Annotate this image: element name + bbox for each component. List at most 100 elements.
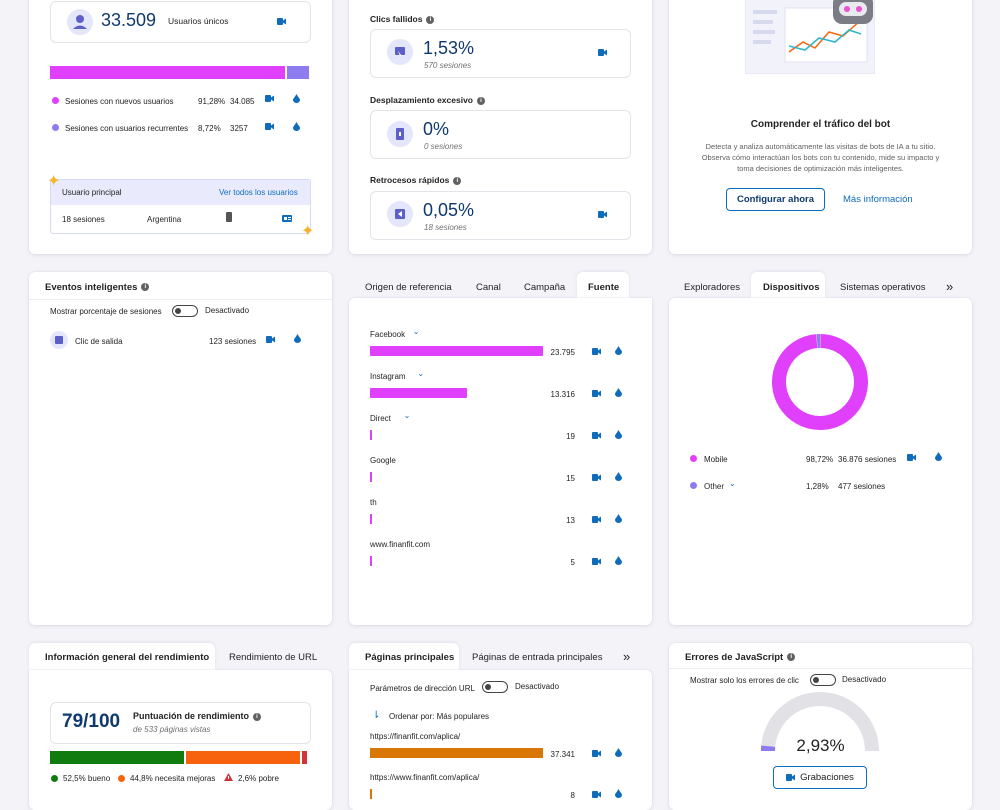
more-info-link[interactable]: Más información [843, 194, 913, 205]
configure-now-button[interactable]: Configurar ahora [726, 188, 825, 211]
click-errors-toggle[interactable] [810, 674, 836, 686]
chevron-down-icon[interactable]: ⌄ [413, 327, 420, 336]
legend-dot-returning [52, 124, 59, 131]
referrer-bar [370, 430, 372, 440]
page-bar [370, 789, 372, 799]
view-all-users-link[interactable]: Ver todos los usuarios [219, 188, 298, 197]
tab-source[interactable]: Fuente [588, 282, 619, 293]
click-errors-toggle-state: Desactivado [842, 675, 886, 684]
excessive-scroll-title: Desplazamiento excesivo i [370, 95, 485, 105]
robot-icon [829, 0, 877, 34]
tab-devices[interactable]: Dispositivos [763, 282, 820, 293]
session-pct-toggle[interactable] [172, 305, 198, 317]
recordings-icon[interactable] [266, 336, 275, 343]
smart-events-title-text: Eventos inteligentes [45, 282, 137, 293]
tab-channel[interactable]: Canal [476, 282, 501, 293]
referrer-value: 5 [570, 558, 575, 567]
legend-dot-mobile [690, 455, 697, 462]
recordings-button[interactable]: Grabaciones [773, 766, 867, 789]
chevron-down-icon[interactable]: ⌄ [417, 369, 424, 378]
recordings-button-label: Grabaciones [800, 772, 854, 783]
bot-title: Comprender el tráfico del bot [669, 119, 972, 130]
new-users-pct: 91,28% [198, 97, 225, 106]
legend-dot-new [52, 97, 59, 104]
referrer-label: Facebook [370, 330, 405, 339]
js-errors-title-text: Errores de JavaScript [685, 652, 783, 663]
heatmap-icon[interactable] [615, 748, 622, 757]
recordings-icon[interactable] [265, 123, 274, 130]
info-icon[interactable]: i [141, 283, 149, 291]
id-card-icon[interactable] [282, 214, 292, 224]
tab-url-performance[interactable]: Rendimiento de URL [229, 652, 317, 663]
excessive-scroll-title-text: Desplazamiento excesivo [370, 95, 473, 105]
user-icon [67, 9, 93, 35]
failed-click-icon [387, 39, 413, 65]
referrer-bar [370, 388, 467, 398]
more-tabs-button[interactable]: » [623, 649, 630, 664]
recordings-icon[interactable] [592, 791, 601, 798]
tab-performance-overview[interactable]: Información general del rendimiento [45, 652, 209, 663]
recordings-icon[interactable] [277, 18, 286, 25]
heatmap-icon[interactable] [615, 388, 622, 397]
heatmap-icon[interactable] [615, 556, 622, 565]
smart-events-title: Eventos inteligentes i [45, 282, 149, 293]
tab-top-entry-pages[interactable]: Páginas de entrada principales [472, 652, 602, 663]
recordings-icon[interactable] [592, 390, 601, 397]
referrer-bar [370, 556, 372, 566]
tab-referrer-origin[interactable]: Origen de referencia [365, 282, 452, 293]
exit-click-label: Clic de salida [75, 337, 123, 346]
heatmap-icon[interactable] [935, 452, 942, 461]
recordings-icon[interactable] [592, 348, 601, 355]
heatmap-icon[interactable] [294, 334, 301, 343]
session-pct-toggle-state: Desactivado [205, 306, 249, 315]
legend-dot-other [690, 482, 697, 489]
recordings-icon[interactable] [592, 558, 601, 565]
referrer-label: Google [370, 456, 396, 465]
referrer-label: www.finanfit.com [370, 540, 430, 549]
heatmap-icon[interactable] [615, 346, 622, 355]
chevron-down-icon[interactable]: ⌄ [404, 411, 411, 420]
info-icon[interactable]: i [787, 653, 795, 661]
tab-browsers[interactable]: Exploradores [684, 282, 740, 293]
recordings-icon[interactable] [598, 211, 607, 218]
scroll-icon [387, 121, 413, 147]
info-icon[interactable]: i [426, 16, 434, 24]
performance-score-label: Puntuación de rendimiento [133, 711, 249, 721]
recordings-icon[interactable] [592, 516, 601, 523]
unique-users-count: 33.509 [101, 10, 156, 31]
info-icon[interactable]: i [477, 97, 485, 105]
heatmap-icon[interactable] [615, 514, 622, 523]
recordings-icon[interactable] [592, 432, 601, 439]
referrer-value: 13.316 [545, 390, 575, 399]
recordings-icon[interactable] [592, 750, 601, 757]
heatmap-icon[interactable] [615, 472, 622, 481]
quick-backs-title-text: Retrocesos rápidos [370, 175, 449, 185]
more-tabs-button[interactable]: » [946, 279, 953, 294]
referrer-value: 15 [565, 474, 575, 483]
heatmap-icon[interactable] [293, 122, 300, 131]
chevron-down-icon[interactable]: ⌄ [729, 479, 736, 488]
info-icon[interactable]: i [453, 177, 461, 185]
recordings-icon[interactable] [598, 49, 607, 56]
tab-top-pages[interactable]: Páginas principales [365, 652, 454, 663]
heatmap-icon[interactable] [293, 94, 300, 103]
recordings-icon[interactable] [592, 474, 601, 481]
perf-poor-label: 2,6% pobre [238, 774, 279, 783]
js-errors-title: Errores de JavaScript i [685, 652, 795, 663]
tab-operating-systems[interactable]: Sistemas operativos [840, 282, 926, 293]
info-icon[interactable]: i [253, 713, 261, 721]
recordings-icon [786, 774, 795, 781]
page-url-label: https://finanfit.com/aplica/ [370, 732, 460, 741]
device-other-pct: 1,28% [806, 482, 829, 491]
tab-campaign[interactable]: Campaña [524, 282, 565, 293]
page-url-label: https://www.finanfit.com/aplica/ [370, 773, 479, 782]
heatmap-icon[interactable] [615, 789, 622, 798]
referrer-value: 13 [565, 516, 575, 525]
device-other-value: 477 sesiones [838, 482, 885, 491]
top-user-label: Usuario principal [62, 188, 122, 197]
heatmap-icon[interactable] [615, 430, 622, 439]
recordings-icon[interactable] [265, 95, 274, 102]
recordings-icon[interactable] [907, 454, 916, 461]
